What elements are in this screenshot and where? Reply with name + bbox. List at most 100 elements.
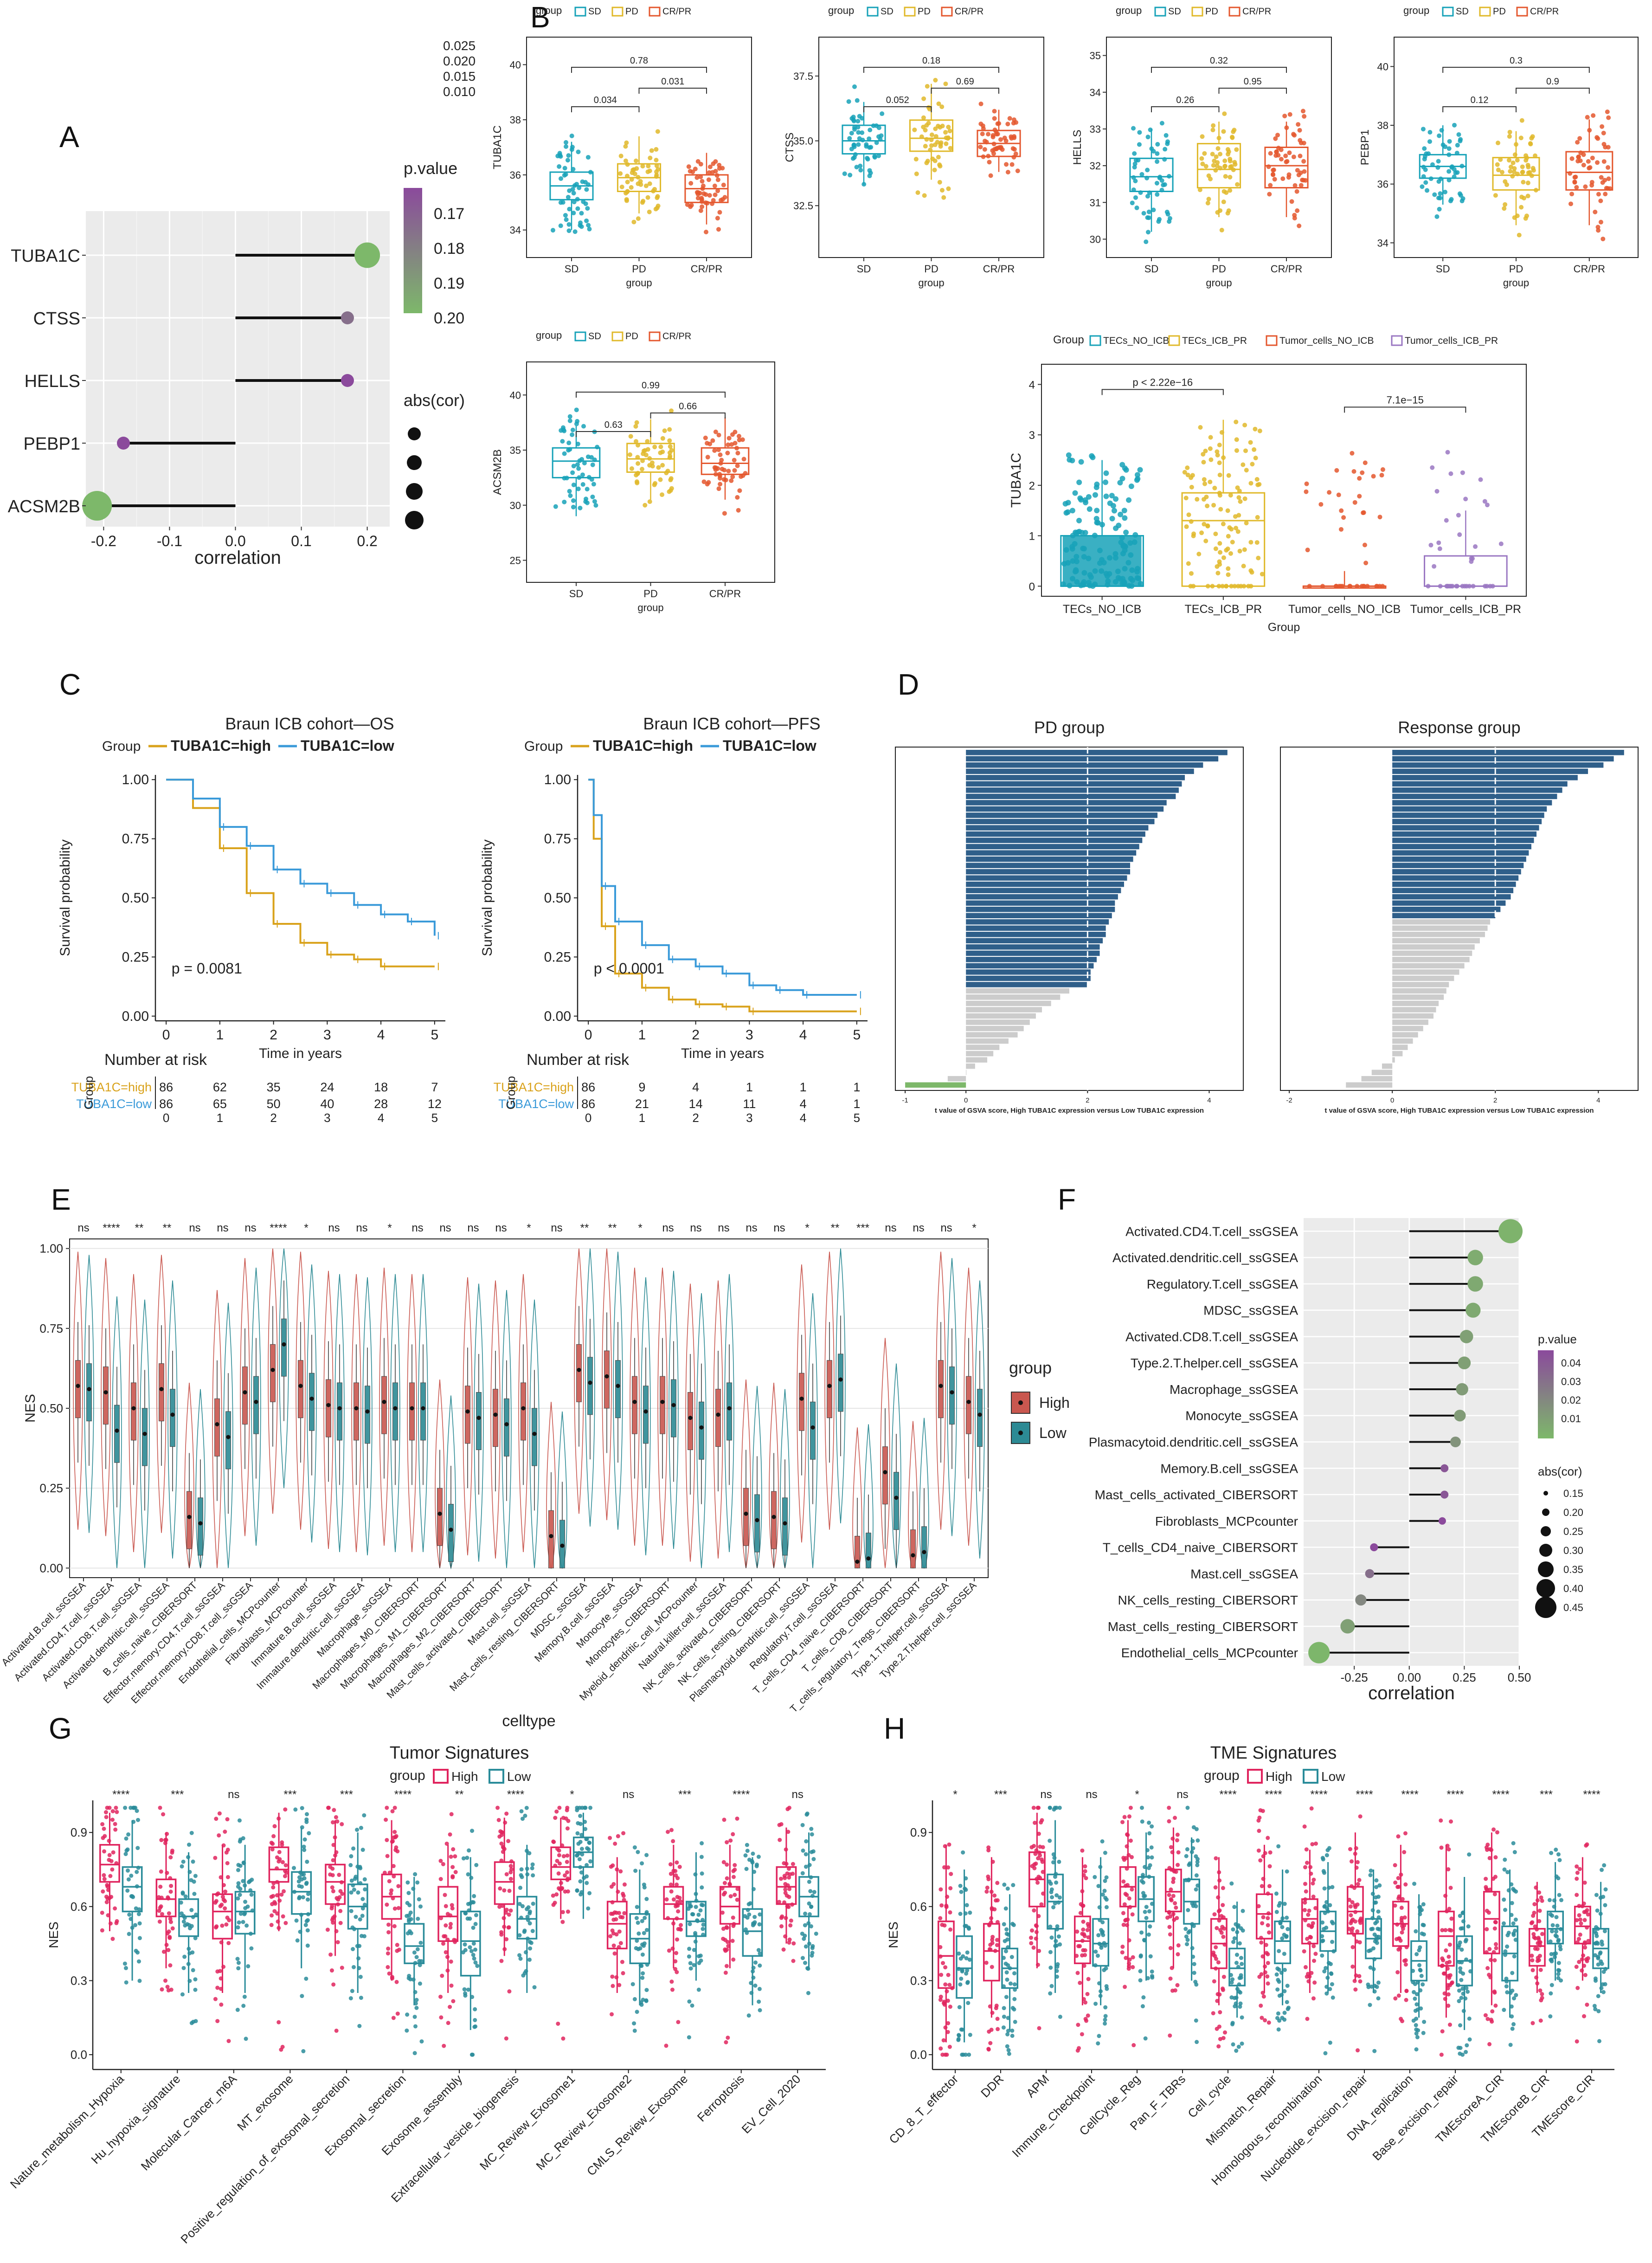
data-point-high: [723, 1970, 728, 1975]
legend-size-title: abs(cor): [1538, 1464, 1582, 1478]
data-point-high: [1576, 1937, 1581, 1941]
y-tick-label: 34: [1377, 237, 1388, 249]
median-dot-high: [326, 1403, 331, 1407]
data-point-low: [1146, 1855, 1151, 1860]
significance-label: ****: [1265, 1788, 1282, 1801]
data-point: [921, 124, 926, 129]
data-point-low: [188, 1926, 193, 1931]
data-point-low: [1548, 1939, 1553, 1944]
box-high: [354, 1382, 359, 1441]
data-point: [1426, 151, 1431, 156]
data-point: [1242, 423, 1247, 428]
median-dot-high: [382, 1399, 386, 1404]
x-tick-label: 4: [1207, 1096, 1211, 1104]
y-tick-label: 0.9: [910, 1825, 927, 1839]
legend-label: PD: [1205, 6, 1218, 17]
lollipop-point: [1467, 1276, 1483, 1292]
data-point-low: [1553, 1933, 1558, 1938]
box-high: [966, 1376, 971, 1434]
data-point: [651, 188, 656, 193]
data-point-high: [1120, 1944, 1125, 1949]
data-point-low: [244, 2037, 248, 2041]
data-point: [1526, 170, 1531, 175]
data-point: [1357, 476, 1362, 481]
data-point-low: [1422, 2019, 1427, 2024]
data-point-low: [466, 1987, 470, 1992]
median-dot-low: [838, 1377, 843, 1382]
data-point-high: [329, 1968, 334, 1973]
data-point: [695, 196, 701, 201]
risk-count: 12: [428, 1097, 442, 1111]
data-point-low: [1556, 1876, 1561, 1881]
data-point-low: [1229, 1995, 1234, 2000]
data-point-low: [1370, 1908, 1375, 1913]
data-point-low: [701, 1927, 705, 1931]
data-point-low: [692, 1947, 696, 1952]
lollipop-point: [341, 311, 354, 324]
data-point-high: [988, 2004, 992, 2009]
data-point-high: [157, 1919, 162, 1924]
data-point-high: [1575, 1940, 1580, 1945]
data-point-high: [1305, 2017, 1310, 2021]
data-point-high: [272, 1824, 277, 1829]
data-point-high: [731, 1915, 735, 1920]
signature-label: Nature_metabolism_Hypoxia: [7, 2072, 127, 2192]
data-point-high: [995, 1920, 1000, 1924]
data-point-low: [745, 1843, 749, 1847]
data-point-high: [610, 1928, 615, 1933]
data-point-high: [1348, 1847, 1353, 1851]
significance-label: **: [831, 1222, 840, 1234]
survival-curve-high: [588, 779, 857, 1012]
data-point-low: [688, 1961, 693, 1966]
gsva-bar: [966, 856, 1133, 862]
data-point: [741, 457, 746, 462]
data-point-high: [1577, 1867, 1582, 1871]
data-point-low: [418, 1981, 422, 1986]
data-point-high: [608, 1836, 612, 1840]
data-point-high: [158, 1805, 162, 1810]
significance-bracket: [931, 88, 999, 94]
box-low: [504, 1398, 509, 1457]
data-point: [1423, 180, 1428, 185]
data-point-high: [271, 1881, 276, 1886]
data-point: [1432, 564, 1437, 569]
data-point: [1212, 158, 1217, 163]
data-point: [1341, 515, 1346, 520]
data-point-high: [271, 1885, 276, 1889]
data-point-low: [519, 1867, 524, 1872]
data-point-low: [1051, 1852, 1056, 1857]
data-point-low: [1138, 1953, 1143, 1958]
legend-label: TECs_ICB_PR: [1182, 335, 1247, 346]
data-point: [1241, 462, 1246, 467]
legend-size-tick: 0.40: [1563, 1583, 1583, 1594]
data-point-low: [694, 1898, 699, 1903]
data-point: [1512, 166, 1517, 171]
data-point-high: [613, 1841, 617, 1846]
data-point-high: [1307, 1908, 1311, 1913]
data-point: [1185, 465, 1190, 471]
median-dot-low: [643, 1409, 648, 1414]
data-point-low: [1139, 1879, 1144, 1883]
legend-size-tick: 0.020: [443, 54, 476, 68]
data-point-low: [126, 1832, 131, 1837]
data-point-high: [1530, 2021, 1535, 2025]
gsva-bar: [966, 1000, 1051, 1006]
data-point-low: [352, 1888, 356, 1892]
data-point-low: [636, 1850, 640, 1854]
data-point-high: [1214, 1945, 1218, 1949]
data-point-high: [453, 1854, 457, 1859]
data-point-low: [531, 1902, 535, 1906]
data-point: [1009, 136, 1014, 141]
data-point: [650, 464, 655, 469]
data-point-high: [990, 2011, 995, 2015]
data-point: [1003, 138, 1009, 143]
data-point: [1230, 135, 1235, 140]
data-point-low: [1148, 1954, 1153, 1959]
data-point-high: [340, 1966, 344, 1970]
violin-low: [390, 1274, 400, 1552]
significance-label: *: [972, 1222, 976, 1234]
data-point: [1270, 172, 1275, 177]
data-point-high: [101, 1889, 105, 1894]
significance-bracket: [576, 392, 726, 398]
data-point-low: [1414, 1992, 1419, 1997]
